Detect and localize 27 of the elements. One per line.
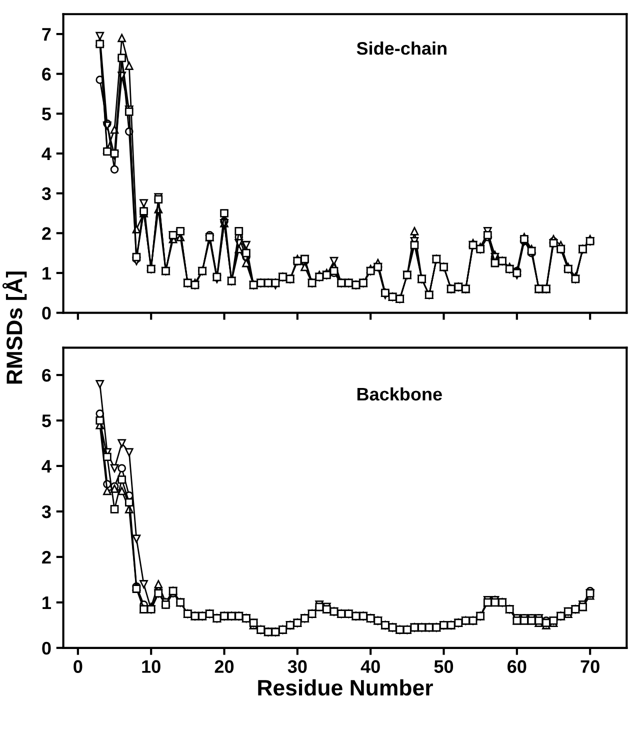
y-tick-label: 6 xyxy=(42,368,51,382)
x-tick-label: 10 xyxy=(142,660,160,673)
annotation: Backbone xyxy=(357,387,442,401)
x-tick-label: 70 xyxy=(580,660,600,673)
y-tick-label: 7 xyxy=(42,28,51,41)
annotation: Side-chain xyxy=(356,42,446,55)
y-tick-label: 1 xyxy=(42,596,51,609)
x-tick-label: 40 xyxy=(360,660,380,673)
x-axis-title: Residue Number xyxy=(258,679,433,696)
x-tick-label: 50 xyxy=(434,660,454,673)
y-tick-label: 5 xyxy=(42,108,51,120)
y-tick-label: 3 xyxy=(42,505,51,518)
y-tick-label: 1 xyxy=(42,267,51,280)
y-tick-label: 5 xyxy=(42,414,51,428)
y-tick-label: 0 xyxy=(42,306,51,320)
x-tick-label: 20 xyxy=(214,660,234,673)
y-axis-title: RMSDs [Å] xyxy=(2,272,27,384)
y-tick-label: 2 xyxy=(42,550,51,564)
y-tick-label: 0 xyxy=(42,642,51,655)
x-tick-label: 60 xyxy=(508,660,526,673)
y-tick-label: 4 xyxy=(42,148,52,160)
y-tick-label: 4 xyxy=(42,460,52,473)
y-tick-label: 2 xyxy=(42,227,51,240)
y-tick-label: 6 xyxy=(42,68,51,81)
x-tick-label: 30 xyxy=(288,660,307,673)
x-tick-label: 0 xyxy=(74,660,82,673)
y-tick-label: 3 xyxy=(42,187,51,200)
